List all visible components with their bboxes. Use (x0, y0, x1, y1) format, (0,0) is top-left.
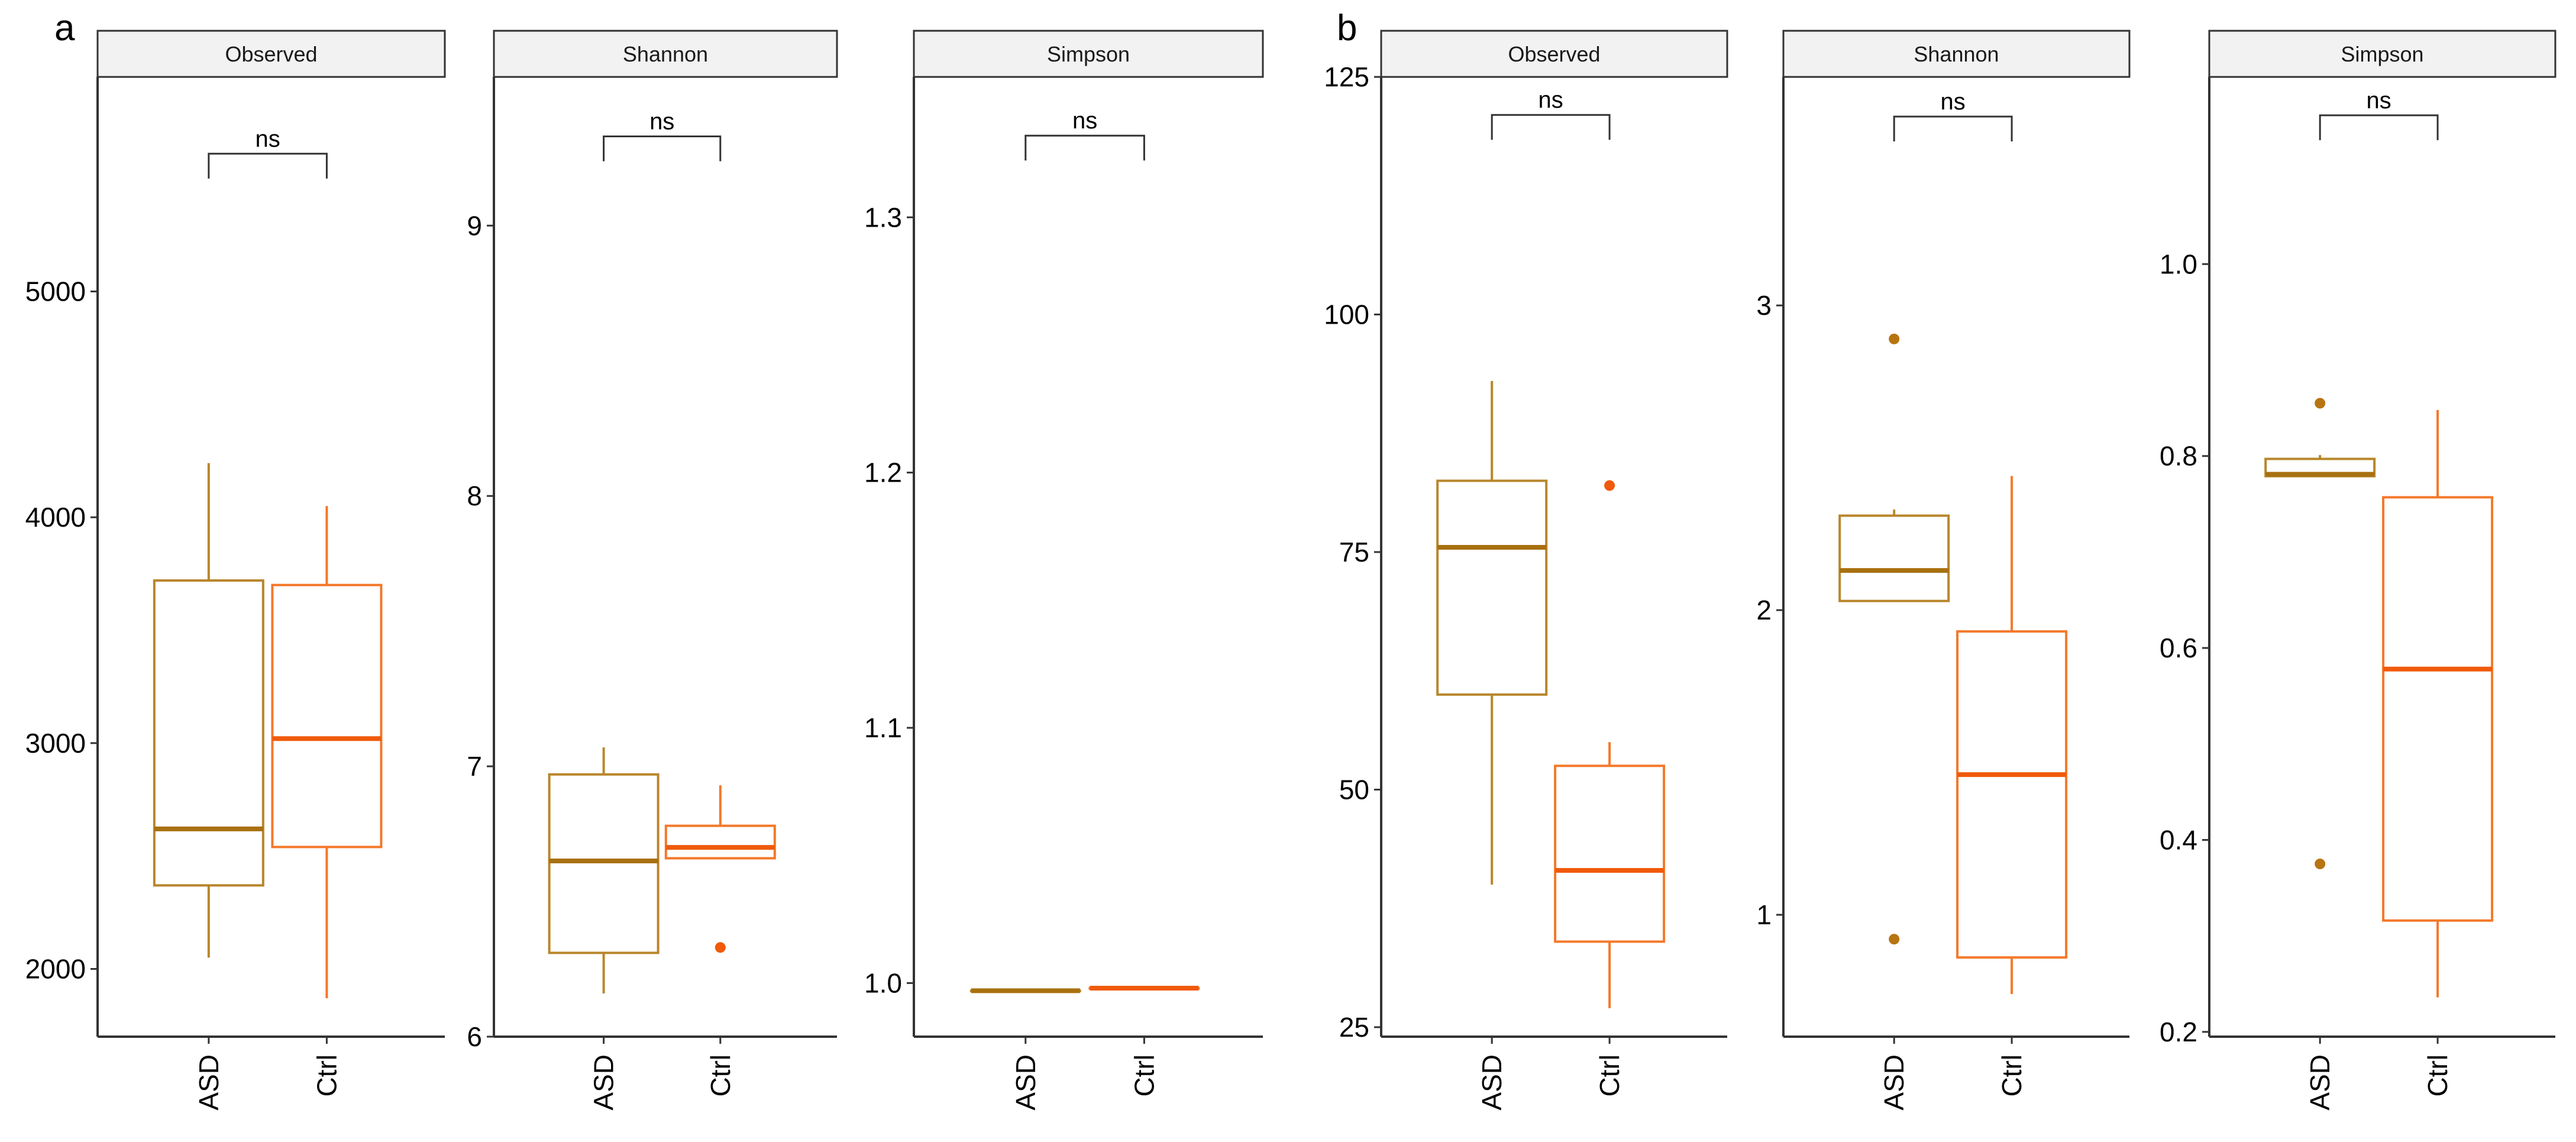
facet-a-shannon: Shannon 6 7 8 9 ASD Ctrl ns (467, 31, 837, 1111)
facet-strip-label: Shannon (1914, 42, 1999, 66)
x-tick-label-ctrl: Ctrl (705, 1054, 736, 1097)
facet-a-observed: Observed 2000 3000 4000 5000 ASD Ctrl ns (25, 31, 445, 1111)
facet-strip-label: Simpson (1047, 42, 1130, 66)
outlier-point (2315, 398, 2325, 408)
significance-label: ns (1941, 89, 1966, 115)
box-ctrl (1555, 480, 1664, 1008)
box-ctrl (666, 785, 775, 953)
y-tick-label: 1.1 (864, 712, 902, 743)
outlier-point (2315, 859, 2325, 869)
y-tick-label: 1.2 (864, 457, 902, 488)
box-asd (154, 463, 263, 958)
box-iqr (154, 580, 263, 885)
box-iqr (1555, 766, 1664, 941)
significance-bracket (2320, 115, 2438, 140)
significance-bracket (604, 137, 720, 162)
facet-a-simpson: Simpson 1.0 1.1 1.2 1.3 ASD Ctrl ns (864, 31, 1263, 1111)
significance-bracket (1026, 136, 1145, 160)
y-tick-label: 75 (1339, 537, 1369, 567)
y-tick-label: 0.4 (2160, 824, 2197, 855)
box-iqr (1437, 481, 1546, 695)
y-tick-label: 5000 (25, 276, 86, 307)
box-ctrl (2383, 410, 2492, 998)
y-tick-label: 125 (1324, 62, 1369, 92)
x-tick-label-asd: ASD (589, 1054, 619, 1111)
panel-label-b: b (1337, 8, 1357, 49)
facet-b-shannon: Shannon 1 2 3 ASD Ctrl ns (1756, 31, 2129, 1111)
facet-b-simpson: Simpson 0.2 0.4 0.6 0.8 1.0 ASD Ctrl ns (2160, 31, 2555, 1111)
facet-strip-label: Observed (225, 42, 317, 66)
y-tick-label: 50 (1339, 774, 1369, 805)
y-tick-label: 1.0 (864, 967, 902, 998)
y-tick-label: 0.6 (2160, 633, 2197, 663)
box-ctrl (272, 506, 381, 998)
facet-b-observed: Observed 25 50 75 100 125 ASD Ctrl ns (1324, 31, 1727, 1111)
y-tick-label: 0.2 (2160, 1017, 2197, 1047)
y-tick-label: 2 (1756, 595, 1772, 625)
y-tick-label: 25 (1339, 1012, 1369, 1043)
y-tick-label: 7 (467, 751, 482, 782)
x-tick-label-asd: ASD (193, 1054, 224, 1111)
x-tick-label-asd: ASD (2304, 1054, 2335, 1111)
box-iqr (272, 585, 381, 847)
box-asd (2265, 398, 2374, 869)
significance-label: ns (256, 126, 280, 152)
box-iqr (550, 775, 658, 953)
panel-label-a: a (54, 8, 75, 49)
box-asd (1437, 381, 1546, 885)
outlier-point (1889, 334, 1899, 344)
significance-bracket (209, 154, 327, 179)
x-tick-label-asd: ASD (1476, 1054, 1507, 1111)
facet-strip-label: Observed (1508, 42, 1600, 66)
significance-label: ns (649, 109, 674, 135)
box-asd (550, 747, 658, 993)
x-tick-label-ctrl: Ctrl (311, 1054, 342, 1097)
x-tick-label-asd: ASD (1010, 1054, 1041, 1111)
y-tick-label: 2000 (25, 954, 86, 985)
outlier-point (1889, 934, 1899, 944)
y-tick-label: 6 (467, 1021, 482, 1052)
y-tick-label: 1 (1756, 899, 1772, 930)
box-iqr (1840, 515, 1948, 601)
box-iqr (1957, 631, 2066, 957)
significance-label: ns (1539, 87, 1563, 113)
x-tick-label-ctrl: Ctrl (1996, 1054, 2027, 1097)
significance-bracket (1492, 115, 1609, 140)
significance-label: ns (1072, 108, 1097, 134)
figure: a b Observed2000300040005000ASD CtrlnsSha… (0, 0, 2576, 1142)
y-tick-label: 8 (467, 480, 482, 511)
facet-strip-label: Shannon (623, 42, 708, 66)
x-tick-label-asd: ASD (1879, 1054, 1909, 1111)
y-tick-label: 1.0 (2160, 249, 2197, 279)
box-ctrl (1090, 988, 1198, 989)
x-tick-label-ctrl: Ctrl (2422, 1054, 2453, 1097)
outlier-point (715, 942, 726, 953)
box-ctrl (1957, 476, 2066, 994)
x-tick-label-ctrl: Ctrl (1594, 1054, 1625, 1097)
box-asd (1840, 334, 1948, 944)
facet-strip-label: Simpson (2341, 42, 2423, 66)
y-tick-label: 100 (1324, 299, 1369, 330)
significance-bracket (1894, 117, 2012, 141)
y-tick-label: 1.3 (864, 202, 902, 233)
box-iqr (2383, 497, 2492, 920)
y-tick-label: 3 (1756, 290, 1772, 321)
y-tick-label: 9 (467, 210, 482, 241)
box-iqr (666, 826, 775, 859)
y-tick-label: 4000 (25, 502, 86, 533)
outlier-point (1604, 480, 1615, 491)
significance-label: ns (2367, 88, 2391, 114)
x-tick-label-ctrl: Ctrl (1129, 1054, 1159, 1097)
y-tick-label: 3000 (25, 728, 86, 759)
y-tick-label: 0.8 (2160, 441, 2197, 472)
